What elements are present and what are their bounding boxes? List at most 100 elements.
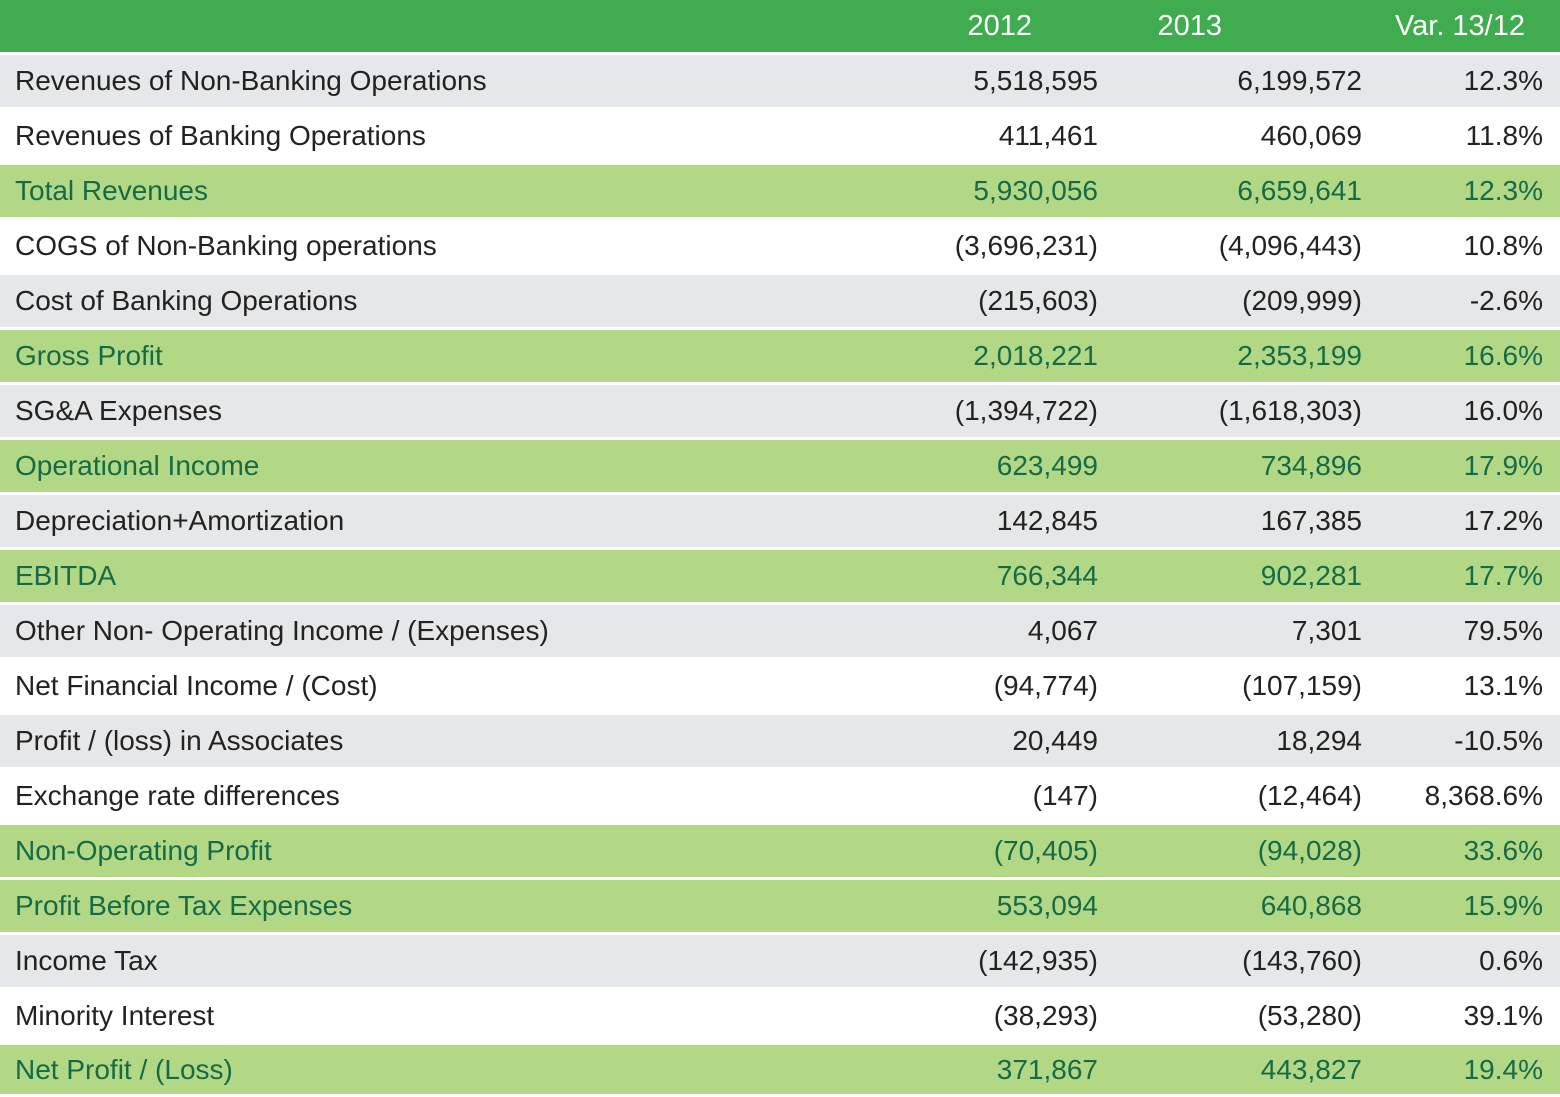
value-2012: (3,696,231) (905, 220, 1105, 275)
value-2013: 7,301 (1105, 605, 1365, 660)
table-row: COGS of Non-Banking operations (3,696,23… (0, 220, 1560, 275)
row-label: Non-Operating Profit (0, 825, 905, 880)
row-label: Gross Profit (0, 330, 905, 385)
value-var: 15.9% (1365, 880, 1560, 935)
value-2012: (215,603) (905, 275, 1105, 330)
value-var: 10.8% (1365, 220, 1560, 275)
value-2012: (147) (905, 770, 1105, 825)
header-label-cell (0, 0, 905, 55)
header-column-2012: 2012 (905, 0, 1105, 55)
row-label: Revenues of Non-Banking Operations (0, 55, 905, 110)
value-2013: (4,096,443) (1105, 220, 1365, 275)
table-row: Net Financial Income / (Cost) (94,774) (… (0, 660, 1560, 715)
value-2013: (107,159) (1105, 660, 1365, 715)
header-row: 2012 2013 Var. 13/12 (0, 0, 1560, 55)
row-label: Cost of Banking Operations (0, 275, 905, 330)
table-row: Cost of Banking Operations (215,603) (20… (0, 275, 1560, 330)
value-2013: 6,199,572 (1105, 55, 1365, 110)
value-2012: (38,293) (905, 990, 1105, 1045)
table-row: Depreciation+Amortization 142,845 167,38… (0, 495, 1560, 550)
value-2012: (1,394,722) (905, 385, 1105, 440)
value-2012: 4,067 (905, 605, 1105, 660)
value-2013: (12,464) (1105, 770, 1365, 825)
value-2013: 167,385 (1105, 495, 1365, 550)
table-row: Gross Profit 2,018,221 2,353,199 16.6% (0, 330, 1560, 385)
table-row: Income Tax (142,935) (143,760) 0.6% (0, 935, 1560, 990)
value-2013: 6,659,641 (1105, 165, 1365, 220)
header-column-var: Var. 13/12 (1365, 0, 1560, 55)
value-var: 79.5% (1365, 605, 1560, 660)
row-label: Other Non- Operating Income / (Expenses) (0, 605, 905, 660)
table-row: Operational Income 623,499 734,896 17.9% (0, 440, 1560, 495)
table-row: Non-Operating Profit (70,405) (94,028) 3… (0, 825, 1560, 880)
value-2012: (142,935) (905, 935, 1105, 990)
value-var: 12.3% (1365, 55, 1560, 110)
table-body: Revenues of Non-Banking Operations 5,518… (0, 55, 1560, 1097)
row-label: Depreciation+Amortization (0, 495, 905, 550)
row-label: Exchange rate differences (0, 770, 905, 825)
value-var: 11.8% (1365, 110, 1560, 165)
value-2012: 623,499 (905, 440, 1105, 495)
table-row: Minority Interest (38,293) (53,280) 39.1… (0, 990, 1560, 1045)
value-2012: 5,518,595 (905, 55, 1105, 110)
row-label: Income Tax (0, 935, 905, 990)
value-2012: 371,867 (905, 1045, 1105, 1097)
value-2013: 443,827 (1105, 1045, 1365, 1097)
value-var: 33.6% (1365, 825, 1560, 880)
value-2012: 553,094 (905, 880, 1105, 935)
value-2013: 18,294 (1105, 715, 1365, 770)
table-row: EBITDA 766,344 902,281 17.7% (0, 550, 1560, 605)
value-var: 16.0% (1365, 385, 1560, 440)
row-label: Revenues of Banking Operations (0, 110, 905, 165)
row-label: Minority Interest (0, 990, 905, 1045)
value-var: 8,368.6% (1365, 770, 1560, 825)
value-var: 13.1% (1365, 660, 1560, 715)
row-label: Total Revenues (0, 165, 905, 220)
value-var: -2.6% (1365, 275, 1560, 330)
value-2012: 766,344 (905, 550, 1105, 605)
value-var: 39.1% (1365, 990, 1560, 1045)
value-2013: 902,281 (1105, 550, 1365, 605)
value-2013: (143,760) (1105, 935, 1365, 990)
table-row: Revenues of Banking Operations 411,461 4… (0, 110, 1560, 165)
value-var: 17.9% (1365, 440, 1560, 495)
value-2013: 734,896 (1105, 440, 1365, 495)
table-row: SG&A Expenses (1,394,722) (1,618,303) 16… (0, 385, 1560, 440)
value-var: 0.6% (1365, 935, 1560, 990)
value-var: 17.7% (1365, 550, 1560, 605)
value-2012: 411,461 (905, 110, 1105, 165)
header-column-2013: 2013 (1105, 0, 1365, 55)
value-var: 17.2% (1365, 495, 1560, 550)
value-var: 19.4% (1365, 1045, 1560, 1097)
table-row: Total Revenues 5,930,056 6,659,641 12.3% (0, 165, 1560, 220)
value-2012: (70,405) (905, 825, 1105, 880)
table-row: Net Profit / (Loss) 371,867 443,827 19.4… (0, 1045, 1560, 1097)
row-label: COGS of Non-Banking operations (0, 220, 905, 275)
value-2012: 5,930,056 (905, 165, 1105, 220)
row-label: EBITDA (0, 550, 905, 605)
table-row: Profit / (loss) in Associates 20,449 18,… (0, 715, 1560, 770)
row-label: Profit Before Tax Expenses (0, 880, 905, 935)
value-2013: (209,999) (1105, 275, 1365, 330)
value-2013: 460,069 (1105, 110, 1365, 165)
value-2013: 640,868 (1105, 880, 1365, 935)
value-2012: 2,018,221 (905, 330, 1105, 385)
value-2012: 142,845 (905, 495, 1105, 550)
value-var: -10.5% (1365, 715, 1560, 770)
row-label: Profit / (loss) in Associates (0, 715, 905, 770)
table-row: Profit Before Tax Expenses 553,094 640,8… (0, 880, 1560, 935)
value-2013: (1,618,303) (1105, 385, 1365, 440)
row-label: Net Profit / (Loss) (0, 1045, 905, 1097)
row-label: Operational Income (0, 440, 905, 495)
value-2013: (53,280) (1105, 990, 1365, 1045)
value-2013: (94,028) (1105, 825, 1365, 880)
table-row: Exchange rate differences (147) (12,464)… (0, 770, 1560, 825)
value-2013: 2,353,199 (1105, 330, 1365, 385)
table-row: Other Non- Operating Income / (Expenses)… (0, 605, 1560, 660)
value-2012: (94,774) (905, 660, 1105, 715)
value-var: 12.3% (1365, 165, 1560, 220)
row-label: SG&A Expenses (0, 385, 905, 440)
value-2012: 20,449 (905, 715, 1105, 770)
table-row: Revenues of Non-Banking Operations 5,518… (0, 55, 1560, 110)
